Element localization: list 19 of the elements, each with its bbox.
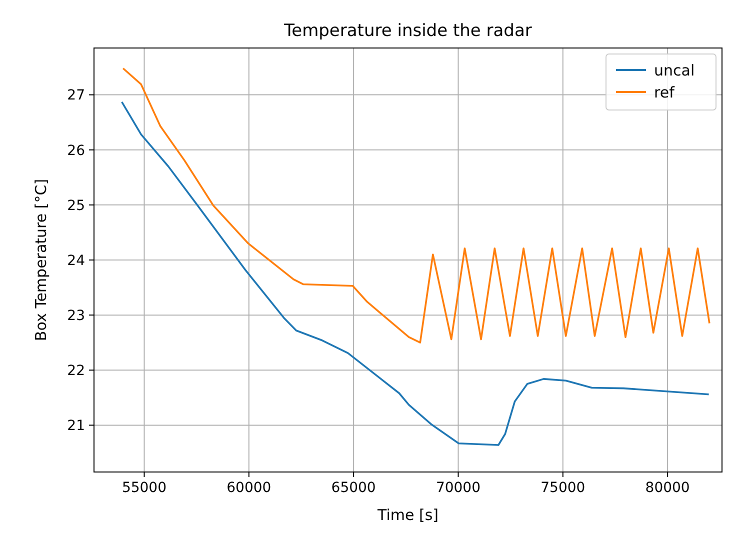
y-tick-label: 22 bbox=[67, 363, 85, 380]
x-tick-label: 75000 bbox=[540, 480, 586, 496]
x-tick-label: 70000 bbox=[436, 480, 481, 496]
y-axis-title: Box Temperature [°C] bbox=[32, 178, 50, 342]
line-series bbox=[120, 101, 710, 446]
y-tick-label: 27 bbox=[67, 88, 85, 104]
y-tick-label: 25 bbox=[67, 198, 85, 214]
x-axis-title: Time [s] bbox=[376, 506, 438, 524]
legend-label: ref bbox=[654, 83, 676, 102]
chart-title: Temperature inside the radar bbox=[283, 21, 532, 41]
y-tick-label: 26 bbox=[67, 142, 86, 159]
x-tick-label: 80000 bbox=[645, 480, 690, 496]
x-tick-label: 65000 bbox=[331, 480, 376, 496]
y-tick-label: 21 bbox=[67, 418, 85, 434]
x-tick-label: 55000 bbox=[122, 480, 167, 496]
legend-label: uncal bbox=[654, 61, 695, 80]
y-tick-label: 24 bbox=[67, 252, 86, 269]
y-tick-label: 23 bbox=[67, 308, 85, 324]
x-tick-label: 60000 bbox=[226, 480, 272, 496]
